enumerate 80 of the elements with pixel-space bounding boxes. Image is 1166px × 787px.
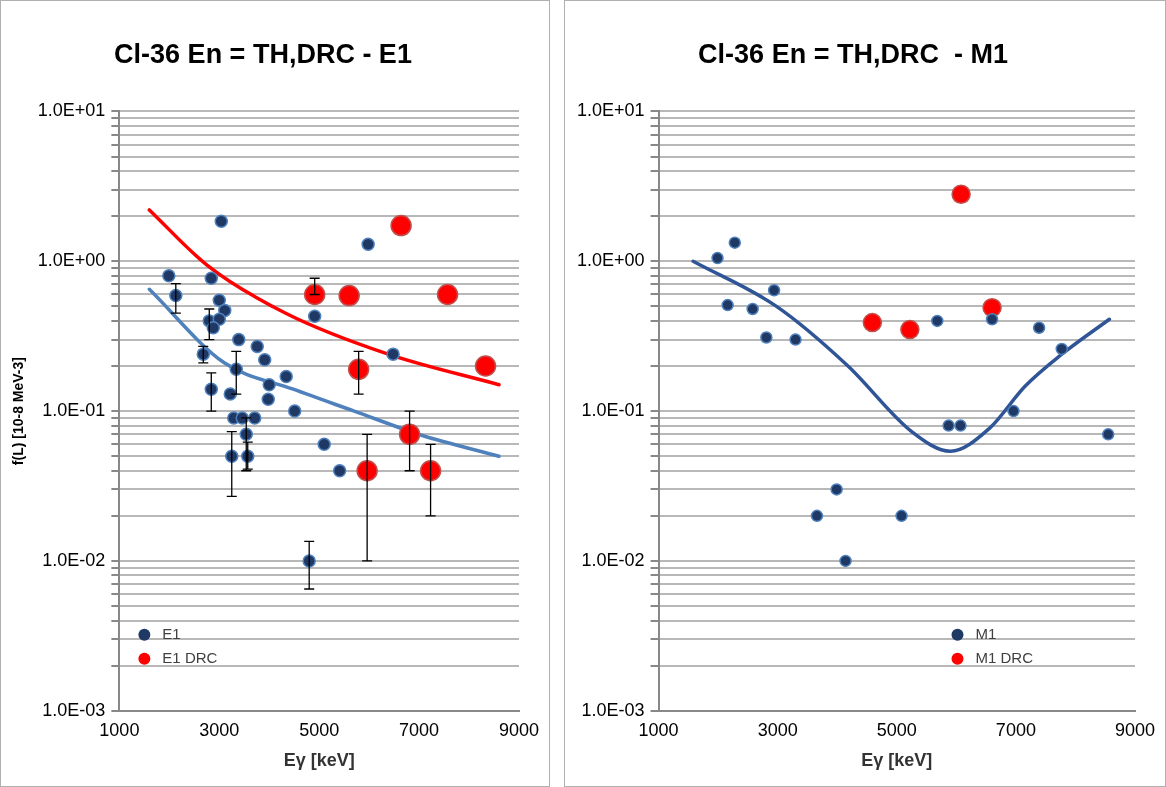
point [942,419,955,432]
line-series [691,259,1112,453]
x-tick-label: 5000 [299,719,340,740]
legend-label: E1 DRC [162,648,218,666]
point [839,554,852,568]
x-tick-label: 7000 [399,719,440,740]
point [250,339,264,354]
point [347,358,370,381]
x-axis-title: Eγ [keV] [283,750,355,771]
point [810,509,824,523]
x-tick-label: 1000 [99,719,140,740]
point [1055,342,1068,356]
point [830,483,843,496]
y-tick-label: 1.0E+00 [37,250,106,271]
x-tick-label: 9000 [1114,719,1156,740]
point [262,377,276,392]
x-tick-label: 3000 [757,719,798,740]
point [728,236,742,249]
point [162,269,176,283]
point [232,332,246,347]
y-axis-title: f(L) [10-8 MeV-3] [10,357,27,466]
x-tick-label: 3000 [199,719,240,740]
point [214,214,229,228]
point [206,320,221,335]
x-tick-label: 7000 [995,719,1036,740]
legend-label: M1 [975,624,997,642]
point [767,284,781,297]
point [746,302,759,316]
point [985,313,999,326]
point [954,419,967,432]
point [287,404,302,418]
point [419,459,442,482]
x-tick-label: 5000 [876,719,917,740]
point [257,353,272,367]
point [386,347,400,361]
point [474,355,497,377]
y-tick-label: 1.0E-03 [42,699,106,720]
y-tick-label: 1.0E-02 [42,549,106,570]
point [789,333,802,346]
point [317,437,331,452]
point [261,392,275,406]
chart-title: Cl-36 En = TH,DRC - M1 [698,38,1008,69]
point [931,314,944,328]
y-tick-label: 1.0E-02 [581,549,645,570]
point [212,293,227,307]
x-tick-label: 9000 [498,719,540,740]
point [390,214,412,237]
legend-label: M1 DRC [975,648,1034,666]
x-tick-label: 1000 [638,719,679,740]
point [247,411,262,425]
point [204,271,219,286]
point [279,369,293,384]
point [361,237,375,251]
point [862,312,883,333]
point [307,309,322,323]
point [398,423,421,446]
line-series [147,287,501,458]
legend-label: E1 [162,624,181,642]
point [711,251,724,265]
point [895,509,908,523]
point [721,298,734,312]
y-tick-label: 1.0E-01 [581,400,645,421]
point [303,283,326,306]
point [332,463,347,478]
point [436,283,459,306]
y-tick-label: 1.0E-01 [42,400,106,421]
y-tick-label: 1.0E-03 [581,699,645,720]
point [760,331,773,344]
line-series [147,208,501,387]
chart-title: Cl-36 En = TH,DRC - E1 [114,38,412,69]
y-tick-label: 1.0E+00 [577,250,645,271]
y-tick-label: 1.0E+01 [37,100,106,121]
point [951,184,971,204]
y-tick-label: 1.0E+01 [577,100,645,121]
point [1032,321,1046,334]
point [900,319,920,340]
point [338,284,360,307]
point [1101,428,1115,441]
point [1007,404,1020,418]
x-axis-title: Eγ [keV] [861,750,933,771]
